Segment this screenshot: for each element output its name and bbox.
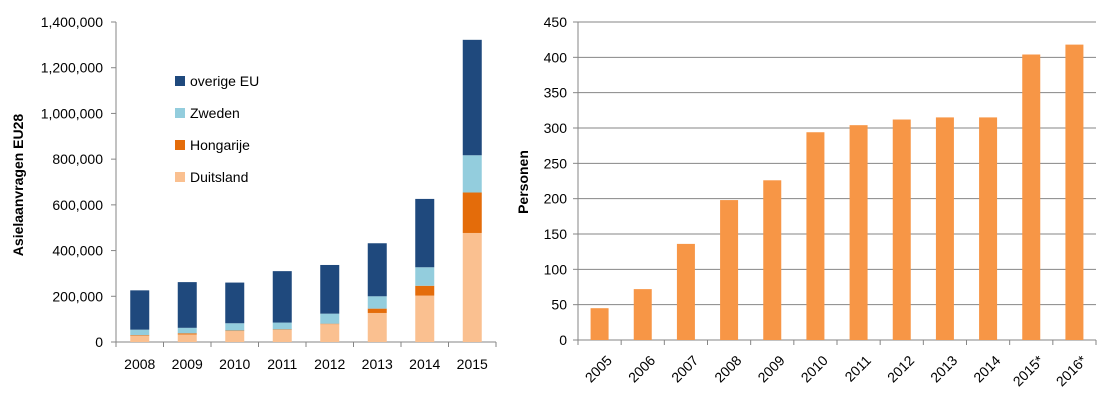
bar-2015*: [1022, 54, 1041, 341]
bar-2014: [979, 117, 998, 341]
right-x-tick-label: 2016*: [1053, 352, 1091, 390]
bar-duitsland-2008: [130, 335, 150, 342]
left-x-tick-label: 2015: [457, 356, 488, 372]
legend-label: Duitsland: [190, 169, 248, 185]
bar-overige-eu-2014: [415, 198, 435, 268]
right-y-tick-label: 400: [544, 49, 568, 65]
left-y-tick-label: 0: [95, 334, 103, 350]
bar-overige-eu-2015: [462, 39, 482, 156]
bar-duitsland-2011: [272, 329, 292, 342]
bar-2007: [676, 243, 695, 340]
bar-2009: [763, 180, 782, 340]
right-y-tick-label: 350: [544, 85, 568, 101]
bar-zweden-2014: [415, 267, 435, 286]
bar-zweden-2010: [225, 323, 245, 331]
bar-zweden-2009: [177, 327, 197, 334]
bar-duitsland-2013: [367, 312, 387, 342]
left-y-tick-label: 400,000: [52, 243, 103, 259]
left-y-tick-label: 1,400,000: [41, 14, 103, 30]
right-y-tick-label: 50: [551, 297, 567, 313]
legend-label: overige EU: [190, 73, 259, 89]
legend-swatch: [175, 140, 185, 150]
left-y-tick-label: 1,000,000: [41, 105, 103, 121]
bar-zweden-2012: [320, 313, 340, 324]
right-x-tick-label: 2011: [841, 352, 874, 385]
legend-label: Hongarije: [190, 137, 250, 153]
right-x-tick-label: 2006: [625, 352, 658, 385]
right-x-tick-label: 2005: [582, 352, 615, 385]
left-y-tick-label: 1,200,000: [41, 60, 103, 76]
left-y-tick-label: 600,000: [52, 197, 103, 213]
bar-2010: [806, 132, 825, 340]
right-x-tick-label: 2013: [927, 352, 960, 385]
bar-duitsland-2010: [225, 331, 245, 342]
bar-zweden-2011: [272, 322, 292, 330]
bar-2005: [590, 308, 609, 340]
left-x-tick-label: 2009: [172, 356, 203, 372]
bar-zweden-2008: [130, 329, 150, 336]
left-x-tick-label: 2010: [219, 356, 250, 372]
right-x-tick-label: 2010: [798, 352, 831, 385]
left-x-tick-label: 2014: [409, 356, 440, 372]
bar-overige-eu-2009: [177, 282, 197, 328]
left-y-axis-title: Asielaanvragen EU28: [10, 114, 26, 257]
right-axes: [573, 21, 1097, 345]
right-y-tick-label: 200: [544, 191, 568, 207]
legend-swatch: [175, 108, 185, 118]
right-y-tick-label: 0: [559, 332, 567, 348]
legend-swatch: [175, 76, 185, 86]
right-x-tick-label: 2007: [668, 352, 701, 385]
left-legend: overige EU Zweden Hongarije Duitsland: [175, 73, 259, 185]
right-x-tick-label: 2015*: [1010, 352, 1048, 390]
right-y-tick-label: 150: [544, 226, 568, 242]
bar-2016*: [1065, 44, 1084, 340]
bar-overige-eu-2012: [320, 264, 340, 314]
left-x-tick-label: 2013: [362, 356, 393, 372]
bar-2012: [892, 119, 911, 341]
bar-hongarije-2015: [462, 192, 482, 233]
bar-duitsland-2009: [177, 334, 197, 342]
left-y-tick-label: 800,000: [52, 151, 103, 167]
right-y-tick-label: 300: [544, 120, 568, 136]
bar-zweden-2013: [367, 296, 387, 309]
right-bars: [590, 44, 1084, 341]
legend-swatch: [175, 172, 185, 182]
right-x-tick-label: 2014: [970, 352, 1003, 385]
left-x-tick-label: 2008: [124, 356, 155, 372]
right-x-tick-label: 2009: [754, 352, 787, 385]
left-y-tick-label: 200,000: [52, 288, 103, 304]
right-y-tick-label: 100: [544, 261, 568, 277]
bar-hongarije-2013: [367, 308, 387, 313]
bar-2013: [935, 117, 954, 341]
right-y-axis-title: Personen: [515, 150, 531, 214]
stacked-bar-chart-asylum: 0 200,000 400,000 600,000 800,000 1,000,000 1,…: [10, 14, 497, 372]
bar-duitsland-2015: [462, 232, 482, 342]
bar-duitsland-2014: [415, 295, 435, 342]
left-bars: [130, 39, 482, 342]
bar-overige-eu-2010: [225, 282, 245, 324]
bar-overige-eu-2008: [130, 290, 150, 330]
right-gridlines: [578, 21, 1096, 306]
bar-hongarije-2008: [130, 335, 150, 336]
bar-hongarije-2014: [415, 285, 435, 296]
bar-2011: [849, 125, 868, 340]
bar-overige-eu-2013: [367, 243, 387, 297]
bar-hongarije-2009: [177, 333, 197, 335]
bar-overige-eu-2011: [272, 271, 292, 323]
right-y-tick-label: 250: [544, 155, 568, 171]
left-x-tick-label: 2011: [267, 356, 297, 372]
right-y-tick-label: 450: [544, 14, 568, 30]
legend-label: Zweden: [190, 105, 240, 121]
bar-duitsland-2012: [320, 324, 340, 342]
bar-2008: [720, 200, 739, 340]
left-tick-labels: 0 200,000 400,000 600,000 800,000 1,000,000 1,…: [41, 14, 488, 372]
right-x-tick-label: 2008: [711, 352, 744, 385]
left-x-tick-label: 2012: [314, 356, 345, 372]
bar-zweden-2015: [462, 155, 482, 193]
bar-2006: [633, 289, 652, 340]
right-x-tick-label: 2012: [884, 352, 917, 385]
